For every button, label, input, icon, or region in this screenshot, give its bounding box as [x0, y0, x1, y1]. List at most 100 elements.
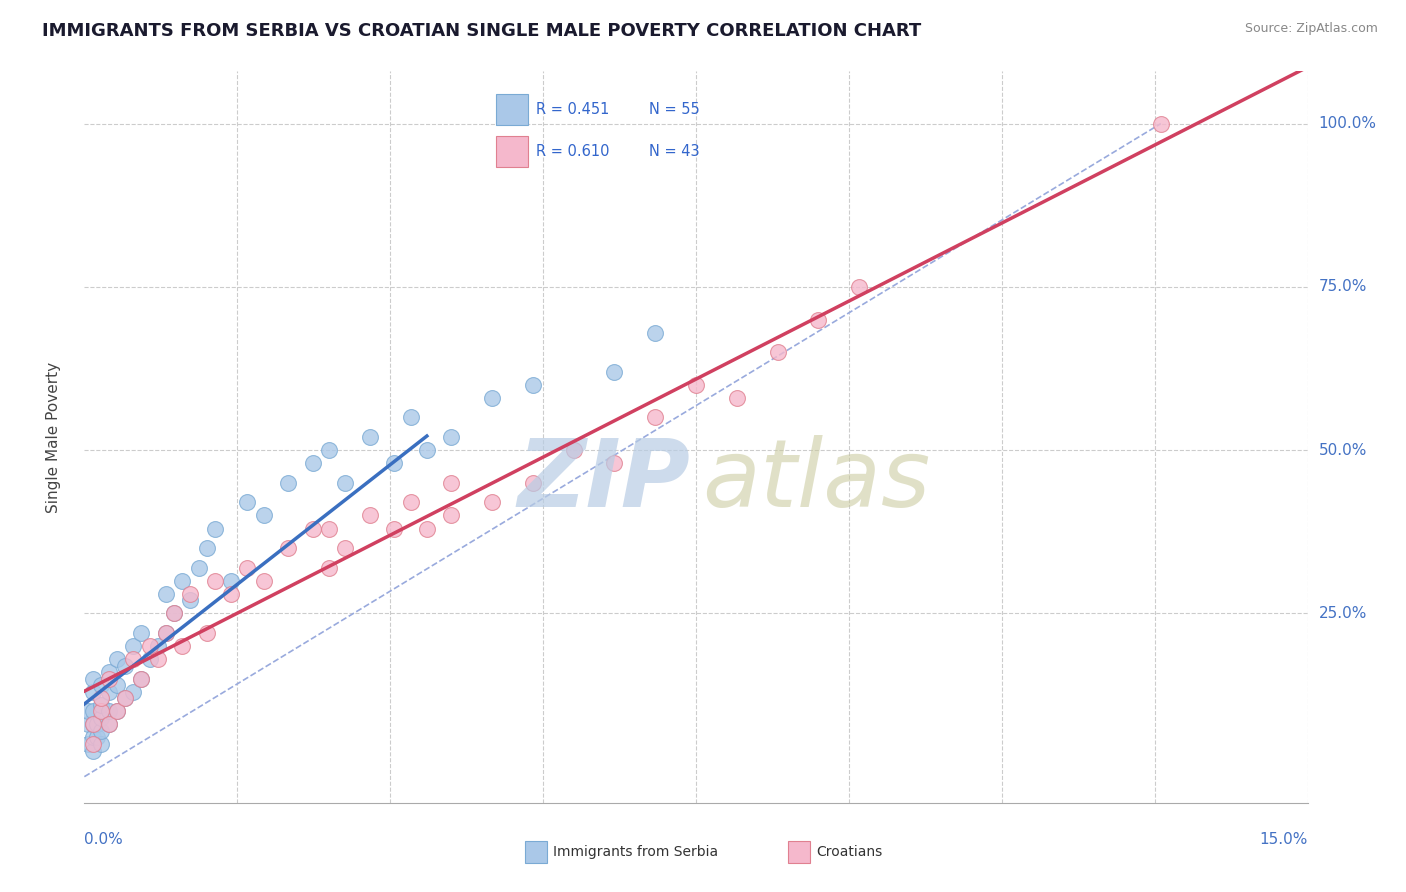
Point	[97, 685, 120, 699]
Point	[187, 560, 209, 574]
Point	[440, 430, 463, 444]
Point	[399, 495, 422, 509]
Point	[90, 678, 112, 692]
Point	[82, 717, 104, 731]
Point	[481, 495, 503, 509]
Point	[766, 345, 789, 359]
FancyBboxPatch shape	[787, 841, 810, 863]
Point	[82, 731, 104, 745]
Point	[399, 410, 422, 425]
Point	[219, 587, 242, 601]
Point	[522, 475, 544, 490]
Point	[277, 475, 299, 490]
Point	[146, 652, 169, 666]
Point	[236, 560, 259, 574]
Point	[848, 280, 870, 294]
Text: 50.0%: 50.0%	[1319, 442, 1367, 458]
Point	[122, 685, 145, 699]
Point	[82, 685, 104, 699]
Point	[77, 737, 100, 751]
Point	[155, 626, 177, 640]
Point	[82, 717, 104, 731]
Point	[82, 705, 104, 719]
Point	[90, 711, 112, 725]
Point	[685, 377, 707, 392]
Point	[481, 391, 503, 405]
Point	[440, 508, 463, 523]
Point	[172, 574, 194, 588]
Point	[90, 737, 112, 751]
Point	[90, 705, 112, 719]
Point	[105, 705, 128, 719]
Point	[301, 456, 323, 470]
Point	[138, 652, 160, 666]
Point	[440, 475, 463, 490]
Text: 100.0%: 100.0%	[1319, 116, 1376, 131]
Point	[725, 391, 748, 405]
Point	[219, 574, 242, 588]
Point	[416, 521, 439, 535]
Point	[603, 365, 626, 379]
Point	[359, 508, 381, 523]
Point	[82, 672, 104, 686]
Point	[318, 560, 340, 574]
Point	[335, 475, 357, 490]
Point	[86, 731, 108, 745]
Point	[97, 665, 120, 680]
Point	[138, 639, 160, 653]
Point	[179, 593, 201, 607]
Text: 0.0%: 0.0%	[84, 832, 124, 847]
Point	[644, 410, 666, 425]
Point	[204, 521, 226, 535]
Point	[277, 541, 299, 555]
Point	[114, 691, 136, 706]
Point	[122, 652, 145, 666]
Text: atlas: atlas	[702, 435, 931, 526]
Point	[82, 737, 104, 751]
Point	[195, 541, 218, 555]
Point	[172, 639, 194, 653]
Point	[90, 698, 112, 712]
Point	[90, 691, 112, 706]
Point	[359, 430, 381, 444]
Point	[82, 743, 104, 757]
Point	[522, 377, 544, 392]
Point	[97, 717, 120, 731]
Text: 15.0%: 15.0%	[1260, 832, 1308, 847]
FancyBboxPatch shape	[524, 841, 547, 863]
Point	[131, 672, 153, 686]
Text: Single Male Poverty: Single Male Poverty	[46, 361, 62, 513]
Point	[114, 691, 136, 706]
Point	[86, 717, 108, 731]
Point	[603, 456, 626, 470]
Text: 25.0%: 25.0%	[1319, 606, 1367, 621]
Point	[155, 587, 177, 601]
Point	[335, 541, 357, 555]
Point	[155, 626, 177, 640]
Point	[195, 626, 218, 640]
Point	[382, 456, 405, 470]
Point	[179, 587, 201, 601]
Text: 75.0%: 75.0%	[1319, 279, 1367, 294]
Point	[204, 574, 226, 588]
Point	[807, 312, 830, 326]
Point	[131, 672, 153, 686]
Point	[105, 678, 128, 692]
Text: Immigrants from Serbia: Immigrants from Serbia	[553, 845, 718, 859]
Point	[77, 705, 100, 719]
Point	[382, 521, 405, 535]
Point	[97, 672, 120, 686]
Text: ZIP: ZIP	[517, 435, 690, 527]
Point	[131, 626, 153, 640]
Point	[416, 443, 439, 458]
Point	[253, 508, 276, 523]
Point	[105, 705, 128, 719]
Point	[1150, 117, 1173, 131]
Point	[114, 658, 136, 673]
Point	[77, 717, 100, 731]
Point	[236, 495, 259, 509]
Point	[644, 326, 666, 340]
Point	[105, 652, 128, 666]
Point	[122, 639, 145, 653]
Point	[163, 607, 186, 621]
